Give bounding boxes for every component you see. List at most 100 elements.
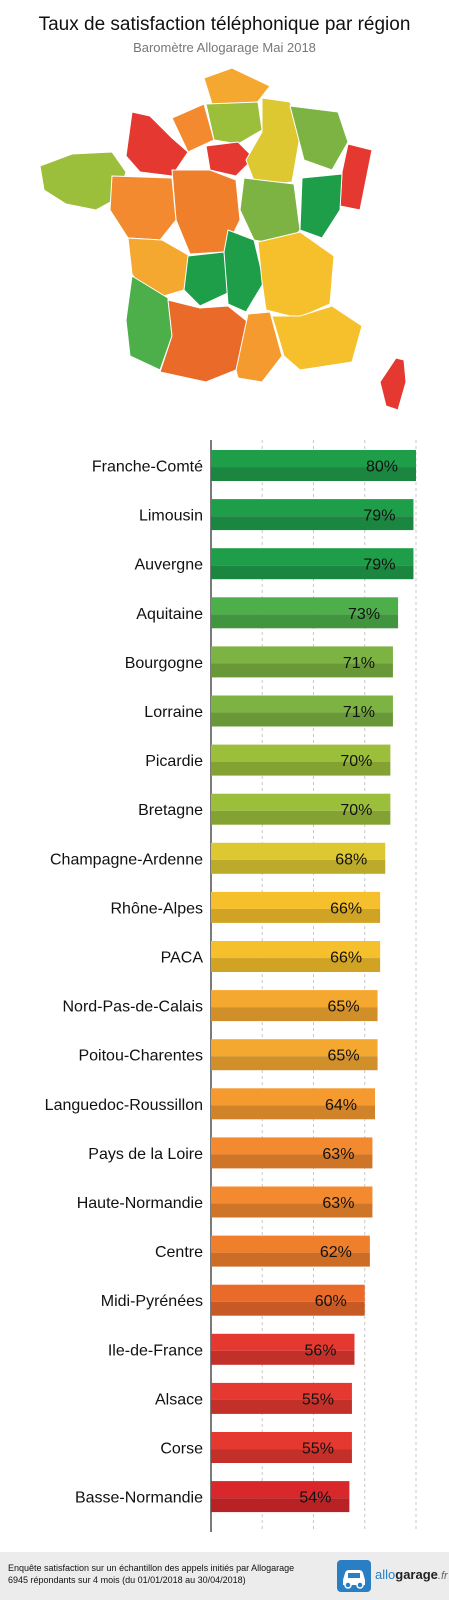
value-label: 54% xyxy=(299,1490,331,1507)
bar xyxy=(211,597,399,629)
value-label: 71% xyxy=(343,704,375,721)
category-label: Bourgogne xyxy=(125,655,203,672)
category-label: Lorraine xyxy=(144,704,203,721)
bar-bottom xyxy=(211,663,393,678)
map-region-paca xyxy=(271,305,363,371)
category-label: Pays de la Loire xyxy=(88,1146,203,1163)
bar-top xyxy=(211,646,393,664)
bar xyxy=(211,1137,373,1169)
category-label: Languedoc-Roussillon xyxy=(45,1097,203,1114)
bar xyxy=(211,1235,370,1267)
category-label: Picardie xyxy=(145,753,203,770)
category-label: Rhône-Alpes xyxy=(111,900,204,917)
bar-bottom xyxy=(211,1007,378,1022)
value-label: 79% xyxy=(363,508,395,525)
bar-top xyxy=(211,1186,373,1204)
category-label: PACA xyxy=(161,950,204,967)
bar-top xyxy=(211,842,386,860)
value-label: 62% xyxy=(320,1244,352,1261)
value-label: 63% xyxy=(322,1146,354,1163)
bar xyxy=(211,891,381,923)
bar xyxy=(211,1284,365,1316)
bar-bottom xyxy=(211,1350,355,1365)
value-label: 79% xyxy=(363,557,395,574)
value-label: 65% xyxy=(328,1048,360,1065)
chart-value-labels: 80% 79% 79% 73% 71% 71% 70% 70% 68% 66% 66% 65% 65% 6… xyxy=(299,459,398,1507)
bar-top xyxy=(211,450,416,468)
car-icon xyxy=(337,1560,371,1592)
bar-top xyxy=(211,941,381,959)
map-region-basse-normandie xyxy=(125,111,189,177)
value-label: 80% xyxy=(366,459,398,476)
bar-top xyxy=(211,499,414,517)
bar-top xyxy=(211,1088,375,1106)
bar xyxy=(211,1039,378,1071)
value-label: 71% xyxy=(343,655,375,672)
bar-top xyxy=(211,1137,373,1155)
bar-bottom xyxy=(211,516,414,531)
bar-top xyxy=(211,1432,352,1450)
map-region-nord-pas-de-calais xyxy=(203,67,271,105)
bar-top xyxy=(211,1284,365,1302)
footer: Enquête satisfaction sur un échantillon … xyxy=(0,1552,449,1600)
bar-bottom xyxy=(211,1399,352,1414)
category-label: Franche-Comté xyxy=(92,459,203,476)
value-label: 70% xyxy=(340,753,372,770)
bar-top xyxy=(211,744,391,762)
bar xyxy=(211,548,414,580)
map-region-languedoc-roussillon xyxy=(235,311,283,383)
survey-note: Enquête satisfaction sur un échantillon … xyxy=(8,1562,294,1586)
chart-bars xyxy=(211,450,416,1513)
map-region-corse xyxy=(379,357,407,410)
bar xyxy=(211,1432,352,1463)
bar xyxy=(211,450,416,481)
survey-note-line-1: Enquête satisfaction sur un échantillon … xyxy=(8,1563,295,1573)
bar-top xyxy=(211,1333,355,1351)
category-label: Limousin xyxy=(139,508,203,525)
bar xyxy=(211,744,391,776)
bar-bottom xyxy=(211,614,399,629)
bar-bottom xyxy=(211,565,414,580)
bar-top xyxy=(211,793,391,811)
bar xyxy=(211,499,414,531)
bar-top xyxy=(211,548,414,566)
value-label: 64% xyxy=(325,1097,357,1114)
logo-brand: allo xyxy=(375,1567,396,1582)
category-label: Corse xyxy=(160,1441,203,1458)
value-label: 66% xyxy=(330,950,362,967)
value-label: 56% xyxy=(304,1342,336,1359)
bar-top xyxy=(211,1382,352,1400)
allogarage-logo[interactable]: allogarage.fr xyxy=(375,1567,448,1582)
category-label: Nord-Pas-de-Calais xyxy=(63,999,204,1016)
category-label: Bretagne xyxy=(138,802,203,819)
map-region-auvergne xyxy=(223,229,265,313)
category-label: Centre xyxy=(155,1244,203,1261)
category-label: Haute-Normandie xyxy=(77,1195,203,1212)
category-label: Midi-Pyrénées xyxy=(101,1293,203,1310)
bar xyxy=(211,1186,373,1218)
bar-chart: Franche-Comté Limousin Auvergne Aquitaine Bo… xyxy=(45,440,417,1532)
map-region-alsace xyxy=(339,143,373,211)
map-region-picardie xyxy=(205,101,263,145)
chart-category-labels: Franche-Comté Limousin Auvergne Aquitaine Bo… xyxy=(45,459,204,1507)
bar-bottom xyxy=(211,1154,373,1169)
bar-top xyxy=(211,597,399,615)
bar-bottom xyxy=(211,859,386,874)
bar-bottom xyxy=(211,1498,350,1513)
map-region-franche-comte xyxy=(299,173,343,239)
bar xyxy=(211,941,381,972)
value-label: 73% xyxy=(348,606,380,623)
bar-bottom xyxy=(211,712,393,727)
bar xyxy=(211,1382,352,1414)
category-label: Alsace xyxy=(155,1391,203,1408)
map-region-rhone-alpes xyxy=(257,231,335,319)
survey-note-line-2: 6945 répondants sur 4 mois (du 01/01/201… xyxy=(8,1575,246,1585)
chart-subtitle: Baromètre Allogarage Mai 2018 xyxy=(133,40,316,55)
bar-top xyxy=(211,891,381,909)
category-label: Champagne-Ardenne xyxy=(50,851,203,868)
map-region-lorraine xyxy=(289,105,349,171)
bar-top xyxy=(211,1235,370,1253)
value-label: 70% xyxy=(340,802,372,819)
bar-top xyxy=(211,1481,350,1499)
bar xyxy=(211,1333,355,1365)
